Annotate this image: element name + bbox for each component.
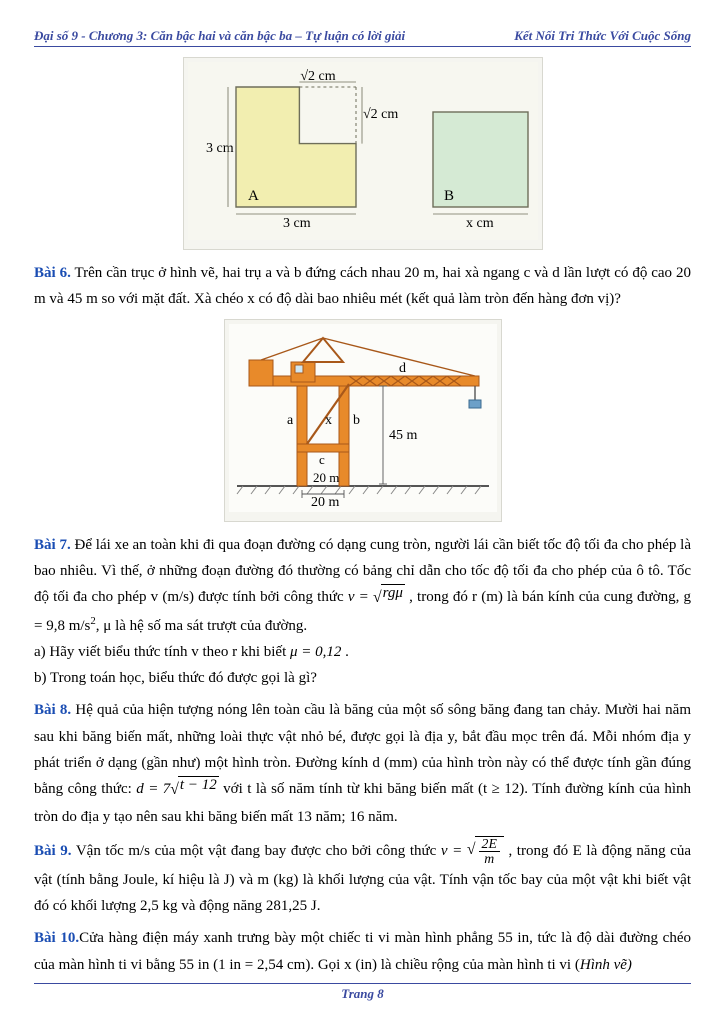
fig1-width-b: x cm <box>466 216 494 231</box>
footer-text: Trang 8 <box>341 986 384 1001</box>
bai7-part-a: a) Hãy viết biểu thức tính v theo r khi … <box>34 639 691 665</box>
bai7-part-b: b) Trong toán học, biểu thức đó được gọi… <box>34 665 691 691</box>
bai9-formula-v: v = 2E m <box>441 843 509 859</box>
bai8-label: Bài 8. <box>34 702 71 718</box>
figure-2-wrap: a b c d x 45 m 20 m 20 m <box>34 319 691 522</box>
svg-text:c: c <box>319 452 325 467</box>
bai7-p1c: , μ là hệ số ma sát trượt của đường. <box>96 618 307 634</box>
bai10-italic: Hình vẽ) <box>580 957 632 973</box>
bai7-sqrt-body: rgμ <box>381 584 405 602</box>
svg-text:d: d <box>399 361 406 376</box>
bai-6: Bài 6. Trên cần trục ở hình vẽ, hai trụ … <box>34 260 691 313</box>
bai7-parta-text: a) Hãy viết biểu thức tính v theo r khi … <box>34 644 290 660</box>
bai9-num: 2E <box>479 837 500 852</box>
fig1-label-b: B <box>444 188 454 204</box>
bai9-den: m <box>481 852 497 866</box>
figure-1-wrap: √2 cm √2 cm 3 cm 3 cm A B x cm <box>34 57 691 250</box>
bai7-mu-eq: μ = 0,12 <box>290 644 341 660</box>
fig1-height-a: 3 cm <box>206 141 234 156</box>
bai6-text: Trên cần trục ở hình vẽ, hai trụ a và b … <box>34 265 691 307</box>
fig1-width-a: 3 cm <box>283 216 311 231</box>
bai9-p1a: Vận tốc m/s của một vật đang bay được ch… <box>76 843 441 859</box>
figure-2-box: a b c d x 45 m 20 m 20 m <box>224 319 502 522</box>
svg-text:a: a <box>287 413 294 428</box>
svg-text:20 m: 20 m <box>311 495 340 510</box>
page-header: Đại số 9 - Chương 3: Căn bậc hai và căn … <box>34 28 691 47</box>
figure-1-svg: √2 cm √2 cm 3 cm 3 cm A B x cm <box>188 62 538 240</box>
bai9-label: Bài 9. <box>34 843 72 859</box>
page-footer: Trang 8 <box>34 983 691 1002</box>
fig1-sqrt2-right: √2 cm <box>363 107 398 122</box>
figure-1-box: √2 cm √2 cm 3 cm 3 cm A B x cm <box>183 57 543 250</box>
figure-2-svg: a b c d x 45 m 20 m 20 m <box>229 324 497 512</box>
bai8-d-eq: d = 7 <box>136 781 170 797</box>
header-left: Đại số 9 - Chương 3: Căn bậc hai và căn … <box>34 28 405 44</box>
svg-text:20 m: 20 m <box>313 470 339 485</box>
bai7-label: Bài 7. <box>34 537 71 553</box>
bai-7: Bài 7. Để lái xe an toàn khi đi qua đoạn… <box>34 532 691 692</box>
bai-8: Bài 8. Hệ quả của hiện tượng nóng lên to… <box>34 697 691 830</box>
page: Đại số 9 - Chương 3: Căn bậc hai và căn … <box>0 0 725 1024</box>
bai6-label: Bài 6. <box>34 265 71 281</box>
bai7-dot: . <box>345 644 349 660</box>
bai8-formula-d: d = 7t − 12 <box>136 781 223 797</box>
svg-text:b: b <box>353 413 360 428</box>
bai7-formula-v: v = rgμ <box>348 589 409 605</box>
bai10-label: Bài 10. <box>34 930 79 946</box>
bai7-v-eq: v = <box>348 589 369 605</box>
bai8-sqrt-body: t − 12 <box>178 776 219 794</box>
bai-10: Bài 10.Cửa hàng điện máy xanh trưng bày … <box>34 925 691 978</box>
svg-text:45 m: 45 m <box>389 428 418 443</box>
svg-text:x: x <box>325 413 332 428</box>
bai-9: Bài 9. Vận tốc m/s của một vật đang bay … <box>34 836 691 919</box>
fig1-label-a: A <box>248 188 259 204</box>
header-right: Kết Nối Tri Thức Với Cuộc Sống <box>514 28 691 44</box>
bai9-v-eq: v = <box>441 843 462 859</box>
